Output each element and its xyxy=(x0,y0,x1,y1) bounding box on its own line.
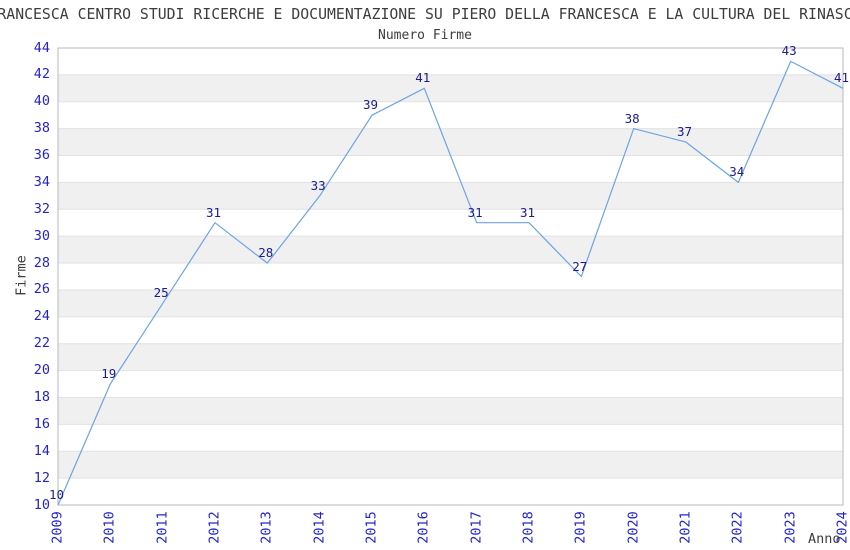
x-tick-label: 2019 xyxy=(572,511,589,544)
y-tick-label: 28 xyxy=(33,254,50,271)
x-tick-label: 2011 xyxy=(154,511,171,544)
data-point-label: 31 xyxy=(519,204,535,220)
y-tick-label: 16 xyxy=(33,415,50,432)
band-stripe xyxy=(58,397,843,425)
x-tick-label: 2010 xyxy=(101,511,118,544)
chart-subtitle: Numero Firme xyxy=(378,28,472,43)
y-tick-label: 24 xyxy=(33,308,50,325)
x-tick-label: 2023 xyxy=(782,511,799,544)
y-tick-label: 44 xyxy=(33,39,50,56)
x-tick-label: 2016 xyxy=(415,511,432,544)
y-tick-label: 12 xyxy=(33,469,50,486)
x-tick-label: 2015 xyxy=(363,511,380,544)
y-tick-label: 10 xyxy=(33,496,50,513)
band-stripe xyxy=(58,128,843,156)
y-tick-label: 42 xyxy=(33,66,50,83)
chart-title: RANCESCA CENTRO STUDI RICERCHE E DOCUMEN… xyxy=(0,6,850,23)
y-tick-label: 34 xyxy=(33,173,50,190)
y-tick-label: 18 xyxy=(33,388,50,405)
x-tick-label: 2017 xyxy=(468,511,485,544)
data-point-label: 31 xyxy=(205,204,221,220)
x-tick-label: 2012 xyxy=(206,511,223,544)
data-point-label: 38 xyxy=(624,110,640,126)
band-stripe xyxy=(58,182,843,210)
y-tick-label: 32 xyxy=(33,200,50,217)
band-stripe xyxy=(58,451,843,479)
y-tick-label: 14 xyxy=(33,442,50,459)
y-tick-label: 36 xyxy=(33,147,50,164)
data-point-label: 25 xyxy=(153,285,169,301)
data-point-label: 39 xyxy=(362,97,378,113)
data-point-label: 28 xyxy=(258,245,274,261)
band-stripe xyxy=(58,236,843,264)
x-tick-label: 2020 xyxy=(625,511,642,544)
data-point-label: 41 xyxy=(415,70,431,86)
x-tick-label: 2022 xyxy=(729,511,746,544)
data-point-label: 27 xyxy=(572,258,588,274)
band-stripe xyxy=(58,289,843,317)
data-point-label: 43 xyxy=(781,43,797,59)
plot-border xyxy=(57,47,844,506)
x-axis-label: Anno xyxy=(808,531,841,547)
data-point-label: 33 xyxy=(310,177,326,193)
y-tick-label: 30 xyxy=(33,227,50,244)
x-tick-label: 2018 xyxy=(520,511,537,544)
band-stripe xyxy=(58,74,843,102)
x-tick-label: 2021 xyxy=(677,511,694,544)
x-tick-label: 2009 xyxy=(49,511,66,544)
data-point-label: 19 xyxy=(101,366,117,382)
y-tick-label: 26 xyxy=(33,281,50,298)
data-line xyxy=(57,60,844,506)
x-tick-label: 2013 xyxy=(258,511,275,544)
data-point-label: 31 xyxy=(467,204,483,220)
data-point-label: 34 xyxy=(729,164,745,180)
y-tick-label: 20 xyxy=(33,362,50,379)
y-tick-label: 22 xyxy=(33,335,50,352)
data-point-label: 37 xyxy=(676,124,692,140)
y-tick-label: 38 xyxy=(33,120,50,137)
x-tick-label: 2014 xyxy=(311,511,328,544)
y-tick-label: 40 xyxy=(33,93,50,110)
data-point-label: 41 xyxy=(833,70,849,86)
data-point-label: 10 xyxy=(48,487,64,502)
band-stripe xyxy=(58,343,843,371)
